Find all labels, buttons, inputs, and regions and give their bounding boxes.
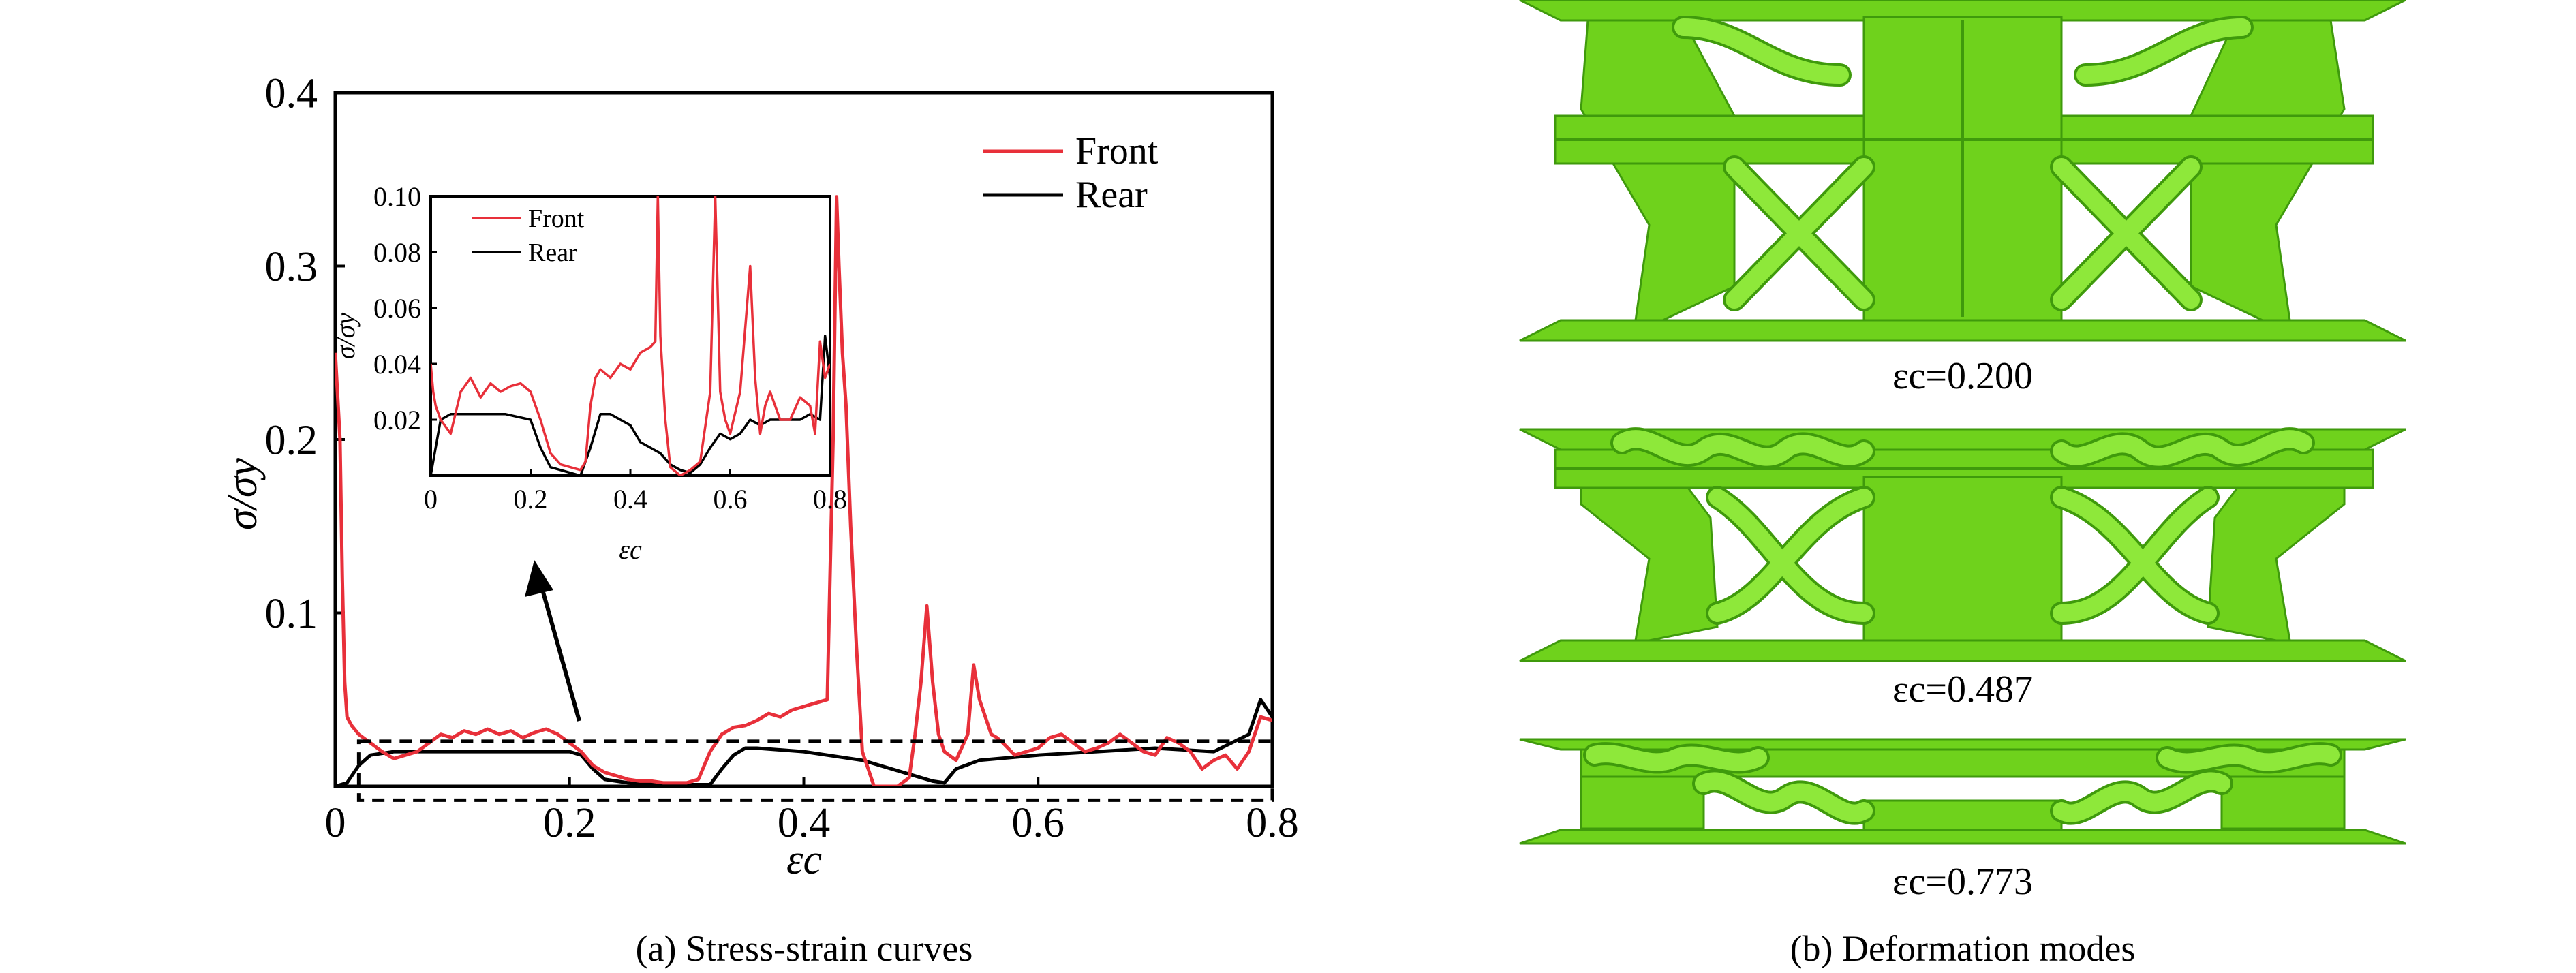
main-x-tick-label: 0.8 — [1246, 800, 1299, 846]
zoom-arrow-shaft — [540, 587, 581, 722]
caption-b: (b) Deformation modes — [1790, 928, 2136, 969]
panel1-bottom-plate — [1519, 319, 2406, 342]
inset-y-ticks: 0.02 0.04 0.06 0.08 0.10 — [373, 181, 437, 435]
deformation-panel-3: εc=0.773 — [1519, 738, 2406, 903]
panel1-left-strut — [1580, 19, 1736, 322]
main-x-tick-label: 0 — [325, 800, 346, 846]
panel3-folded-links — [1586, 745, 2340, 771]
main-x-tick-label: 0.2 — [543, 800, 596, 846]
panel3-top-plate — [1519, 738, 2406, 751]
panel2-folded-links — [1613, 430, 2312, 466]
deformation-panel-2: εc=0.487 — [1519, 427, 2406, 711]
inset-legend: Front Rear — [472, 204, 585, 267]
inset-series-front-line — [431, 196, 830, 476]
deformation-modes: εc=0.200 εc=0.487 — [1519, 0, 2406, 969]
zoom-arrow — [525, 560, 581, 722]
inset-y-tick-label: 0.02 — [373, 405, 421, 435]
panel2-buckled-braces — [1708, 489, 2217, 622]
main-y-tick-label: 0.4 — [265, 71, 318, 117]
panel1-top-plate — [1519, 0, 2406, 22]
main-y-tick-label: 0.2 — [265, 418, 318, 464]
main-x-ticks: 0 0.2 0.4 0.6 0.8 — [325, 777, 1299, 846]
panel3-left-strut — [1580, 775, 1705, 830]
strain-label-2: εc=0.487 — [1892, 668, 2033, 711]
inset-legend-rear-label: Rear — [528, 238, 577, 267]
main-chart: 0.1 0.2 0.3 0.4 0 0.2 0.4 0.6 0.8 σ/σy εc Front… — [219, 71, 1299, 883]
inset-x-ticks: 0 0.2 0.4 0.6 0.8 — [424, 469, 847, 514]
inset-chart: 0.020.040.060.080.10 0 0.2 0.4 0.6 0.8 σ/σy … — [330, 181, 847, 565]
main-legend-front-label: Front — [1075, 130, 1159, 172]
panel3-right-strut — [2220, 775, 2346, 830]
zoom-region-box — [356, 739, 1274, 802]
inset-legend-front-label: Front — [528, 204, 585, 233]
panel3-center-block — [1862, 799, 2063, 833]
caption-a: (a) Stress-strain curves — [636, 928, 973, 969]
strain-label-1: εc=0.200 — [1892, 355, 2033, 397]
inset-y-tick-label: 0.04 — [373, 349, 421, 380]
inset-x-tick-label: 0.4 — [613, 484, 647, 514]
panel2-bottom-plate — [1519, 639, 2406, 662]
inset-y-axis-label: σ/σy — [330, 313, 361, 360]
panel3-compacted-braces — [1695, 772, 2230, 822]
main-series-front-line — [335, 195, 1272, 786]
deformation-panel-1: εc=0.200 — [1519, 0, 2406, 397]
main-x-tick-label: 0.6 — [1012, 800, 1065, 846]
panel1-upper-links — [1674, 18, 2251, 84]
main-x-axis-label: εc — [786, 837, 822, 883]
inset-x-tick-label: 0.6 — [714, 484, 748, 514]
inset-x-tick-label: 0 — [424, 484, 438, 514]
inset-x-axis-label: εc — [619, 534, 642, 565]
inset-series-rear-line — [431, 335, 830, 476]
panel1-cross-braces — [1726, 158, 2200, 309]
panel2-left-strut — [1580, 462, 1719, 642]
inset-y-tick-label: 0.06 — [373, 293, 421, 324]
inset-plot-frame — [429, 195, 831, 477]
inset-x-tick-label: 0.8 — [813, 484, 847, 514]
panel2-center-block — [1862, 476, 2063, 642]
strain-label-3: εc=0.773 — [1892, 861, 2033, 903]
main-y-axis-label: σ/σy — [219, 458, 266, 530]
zoom-arrow-head — [525, 560, 553, 597]
panel2-right-strut — [2207, 462, 2346, 642]
main-y-tick-label: 0.1 — [265, 591, 318, 637]
inset-y-tick-label: 0.08 — [373, 237, 421, 268]
main-legend: Front Rear — [983, 130, 1159, 216]
main-y-tick-label: 0.3 — [265, 244, 318, 290]
main-y-ticks: 0.1 0.2 0.3 0.4 — [265, 71, 345, 637]
main-legend-rear-label: Rear — [1075, 174, 1148, 216]
panel1-right-strut — [2190, 19, 2346, 322]
inset-x-tick-label: 0.2 — [514, 484, 548, 514]
inset-y-tick-label: 0.10 — [373, 181, 421, 212]
panel3-bottom-plate — [1519, 829, 2406, 845]
main-x-tick-label: 0.4 — [778, 800, 831, 846]
